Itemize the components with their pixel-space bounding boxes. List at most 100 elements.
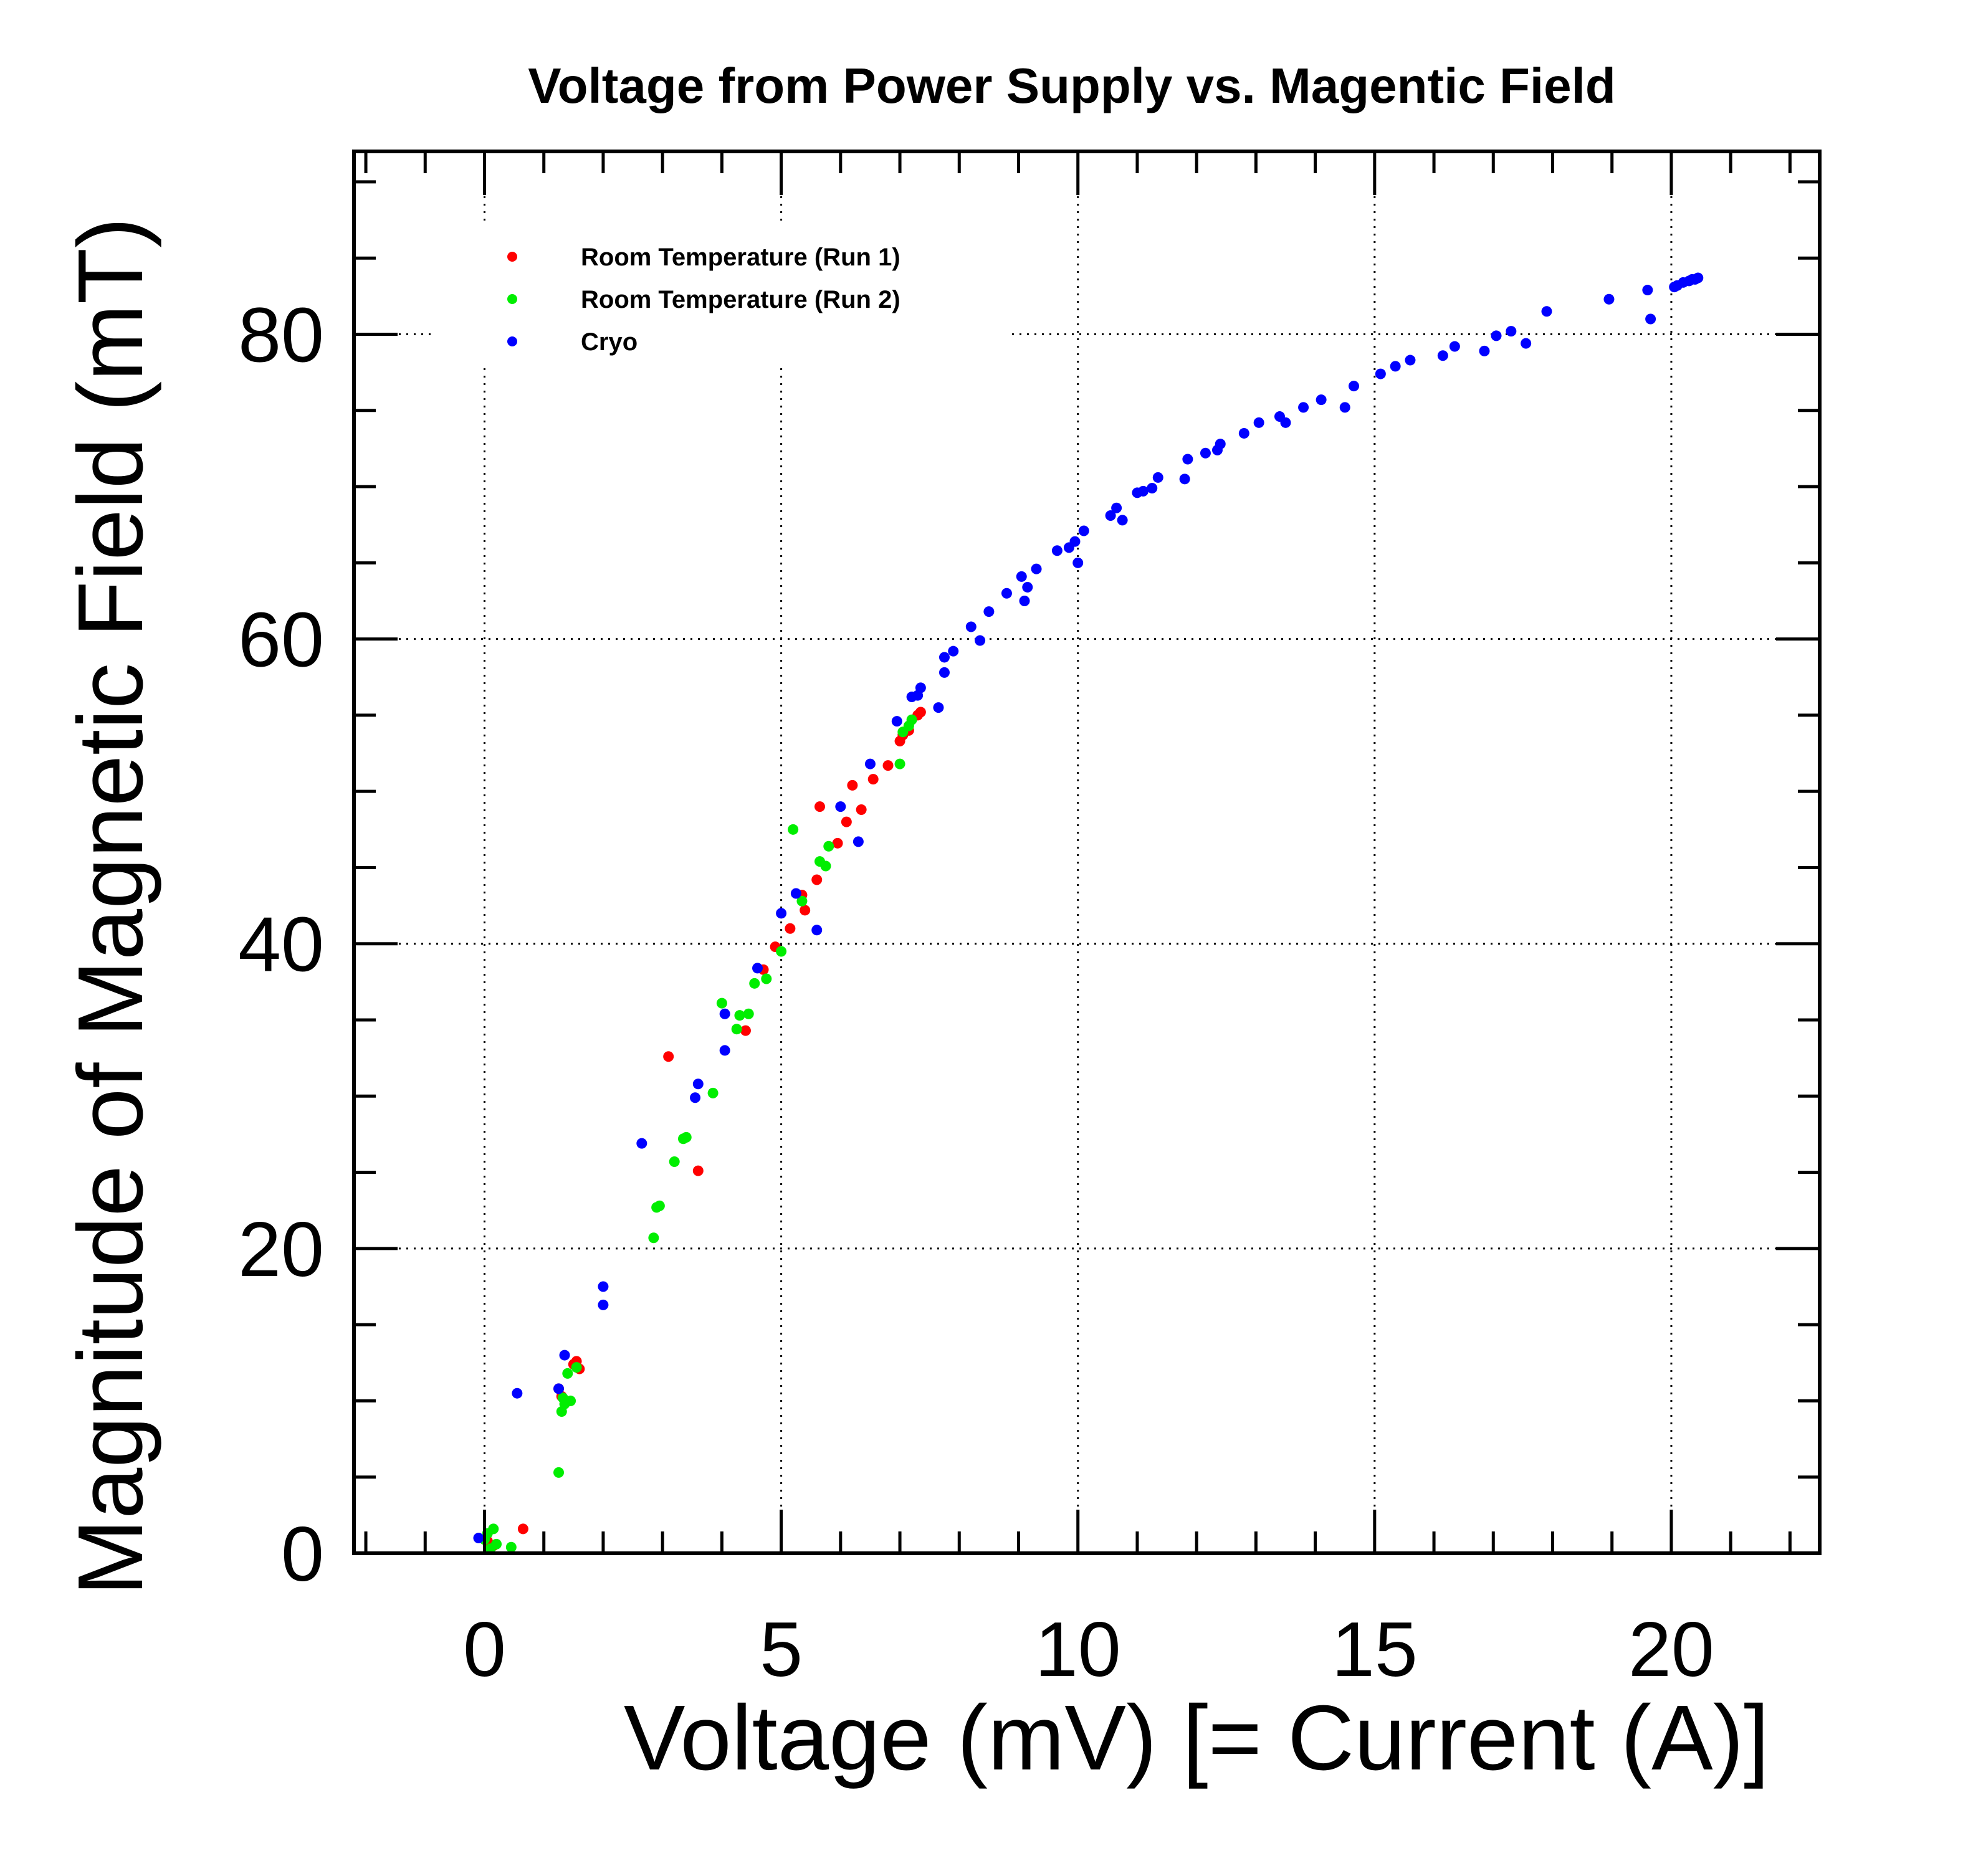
y-tick-label-80: 80 xyxy=(238,292,324,378)
data-point xyxy=(983,606,995,617)
legend-marker-1 xyxy=(507,294,517,304)
data-point xyxy=(776,946,787,957)
data-points xyxy=(473,272,1704,1555)
data-point xyxy=(796,895,808,907)
data-point xyxy=(505,1541,517,1553)
data-point xyxy=(663,1051,674,1062)
data-point xyxy=(785,923,796,934)
data-point xyxy=(1182,454,1193,465)
data-point xyxy=(571,1362,582,1373)
data-point xyxy=(749,978,760,989)
data-point xyxy=(832,837,843,849)
data-point xyxy=(598,1281,609,1292)
data-point xyxy=(681,1131,692,1143)
data-point xyxy=(517,1523,528,1535)
data-point xyxy=(1238,427,1249,439)
data-point xyxy=(853,836,864,847)
data-point xyxy=(1253,417,1264,428)
data-point xyxy=(1541,306,1552,317)
y-tick-label-0: 0 xyxy=(281,1512,324,1597)
data-point xyxy=(690,1092,701,1103)
data-point xyxy=(1645,313,1656,325)
data-point xyxy=(891,716,902,727)
legend-label-0: Room Temperature (Run 1) xyxy=(581,244,900,271)
data-point xyxy=(1019,595,1030,606)
data-point xyxy=(811,874,823,885)
data-point xyxy=(1298,402,1309,413)
data-point xyxy=(1117,515,1128,526)
data-point xyxy=(933,702,944,713)
data-point xyxy=(598,1299,609,1310)
data-point xyxy=(1375,368,1386,379)
data-point xyxy=(1390,361,1401,372)
data-point xyxy=(553,1383,565,1394)
data-point xyxy=(1111,502,1122,513)
legend: Room Temperature (Run 1) Room Temperature… xyxy=(436,224,1010,368)
data-point xyxy=(1031,563,1042,574)
chart-title: Voltage from Power Supply vs. Magentic F… xyxy=(528,58,1616,113)
data-point xyxy=(1642,285,1653,296)
data-point xyxy=(562,1368,573,1379)
legend-label-1: Room Temperature (Run 2) xyxy=(581,286,900,313)
data-point xyxy=(894,758,905,769)
data-point xyxy=(776,908,787,919)
data-point xyxy=(948,645,959,657)
data-point xyxy=(820,860,831,872)
data-point xyxy=(912,690,924,701)
data-point xyxy=(692,1078,704,1090)
data-point xyxy=(939,667,950,678)
series-2 xyxy=(473,272,1704,1544)
data-point xyxy=(553,1467,565,1478)
data-point xyxy=(856,804,867,816)
data-point xyxy=(841,816,852,827)
data-point xyxy=(975,635,986,646)
legend-box xyxy=(436,224,1010,368)
series-1 xyxy=(479,714,917,1555)
data-point xyxy=(1449,341,1460,352)
data-point xyxy=(707,1087,719,1098)
data-point xyxy=(1280,417,1291,428)
data-point xyxy=(473,1533,484,1544)
data-point xyxy=(1437,350,1448,361)
legend-marker-2 xyxy=(507,336,517,346)
tick-labels: 0 5 10 15 20 0 20 40 60 80 xyxy=(238,292,1714,1693)
data-point xyxy=(906,714,917,725)
data-point xyxy=(716,998,727,1009)
data-point xyxy=(559,1350,570,1361)
data-point xyxy=(565,1395,576,1406)
data-point xyxy=(1001,588,1012,599)
data-point xyxy=(788,824,799,835)
data-point xyxy=(864,758,876,769)
data-point xyxy=(731,1024,742,1035)
data-point xyxy=(1506,326,1517,337)
data-point xyxy=(939,652,950,663)
data-point xyxy=(1603,293,1615,305)
data-point xyxy=(512,1388,523,1399)
x-tick-label-5: 5 xyxy=(760,1607,803,1693)
data-point xyxy=(692,1165,704,1176)
data-point xyxy=(669,1156,680,1167)
x-axis-title: Voltage (mV) [= Current (A)] xyxy=(624,1687,1769,1789)
legend-label-2: Cryo xyxy=(581,328,638,356)
data-point xyxy=(740,1025,751,1036)
data-point xyxy=(847,779,858,791)
plot-frame xyxy=(352,150,1822,1555)
x-tick-label-20: 20 xyxy=(1628,1607,1714,1693)
data-point xyxy=(648,1232,659,1244)
data-point xyxy=(867,774,879,785)
data-point xyxy=(814,801,825,812)
data-point xyxy=(1022,581,1033,593)
data-point xyxy=(719,1045,730,1056)
data-point xyxy=(1339,402,1350,413)
data-point xyxy=(1349,381,1360,392)
y-tick-label-60: 60 xyxy=(238,598,324,683)
data-point xyxy=(1069,536,1081,547)
data-point xyxy=(1016,571,1027,582)
data-point xyxy=(761,973,772,984)
data-point xyxy=(835,801,846,812)
data-point xyxy=(800,905,811,916)
x-tick-label-10: 10 xyxy=(1035,1607,1121,1693)
y-axis-title: Magnitude of Magnetic Field (mT) xyxy=(59,217,162,1596)
data-point xyxy=(882,760,894,771)
